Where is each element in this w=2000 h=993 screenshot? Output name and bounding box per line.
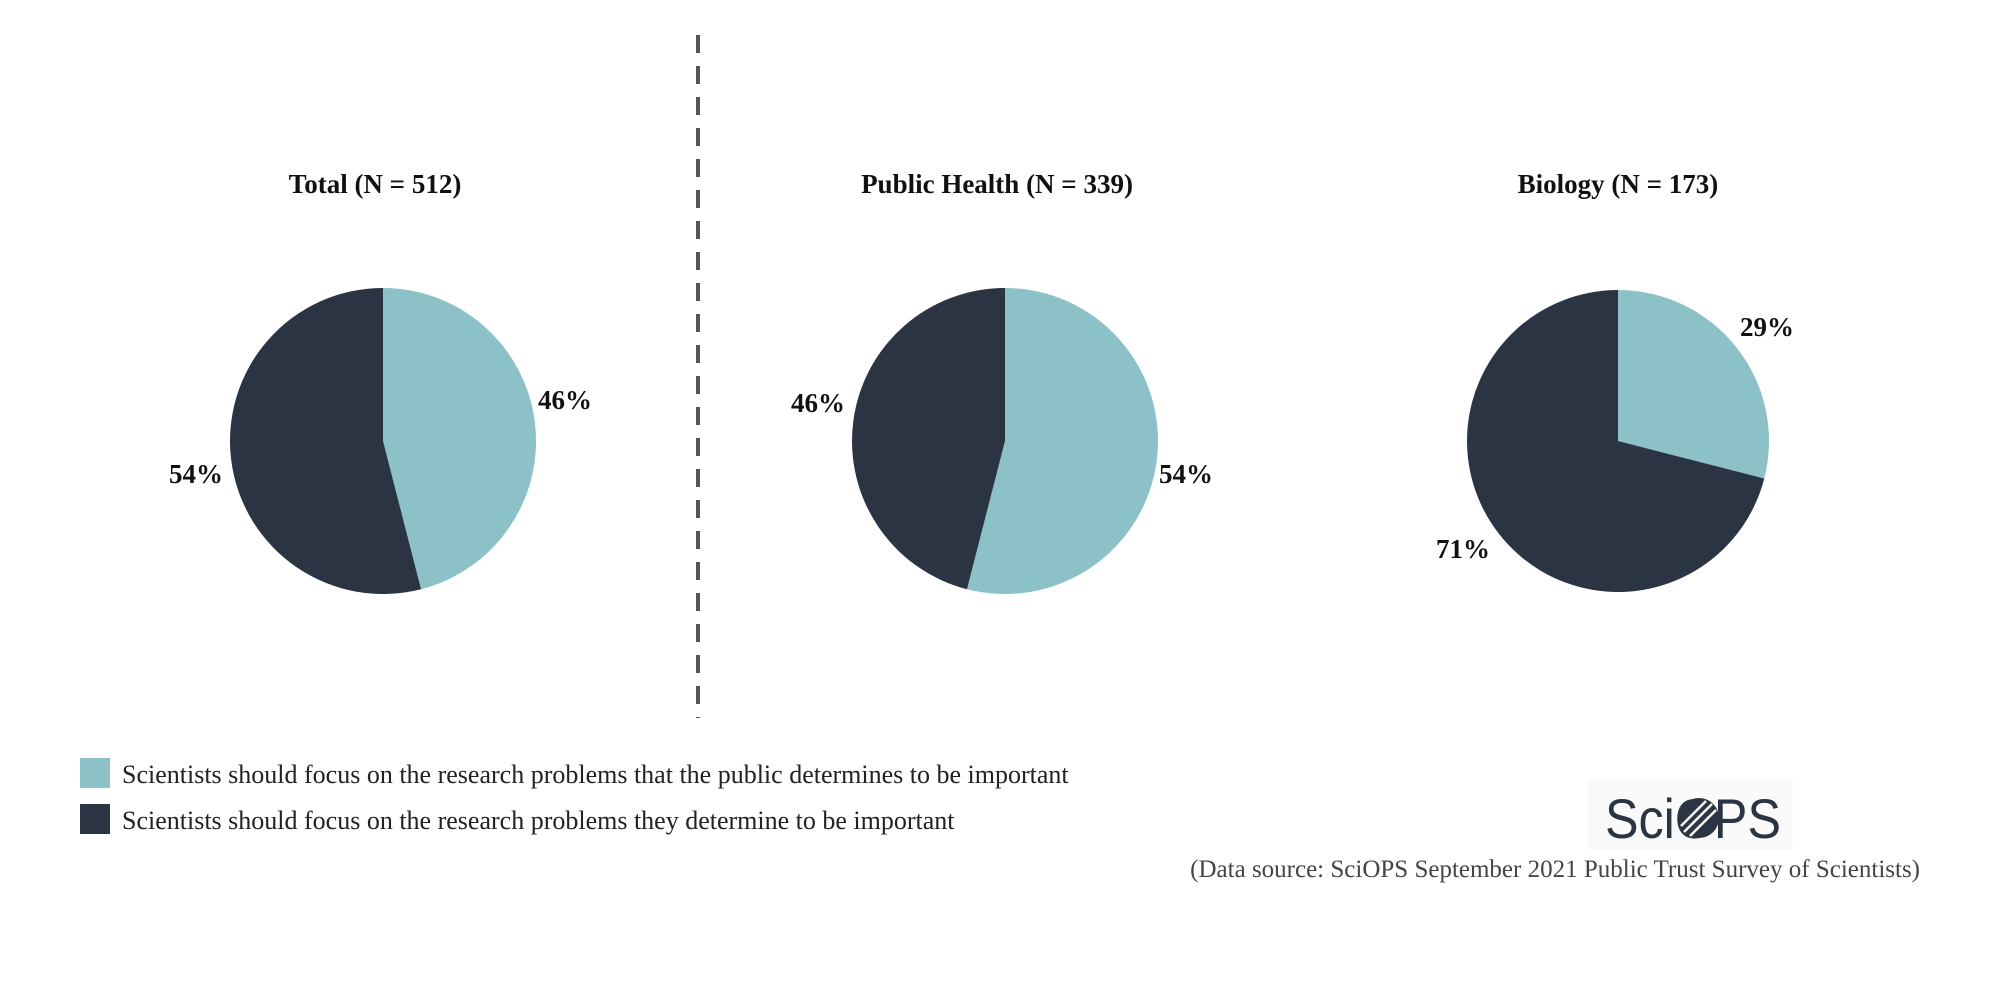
slice-label-total-scientists: 54% [169,459,223,489]
pie-slice-total-scientists [230,288,422,594]
hatched-globe-icon [1679,798,1719,838]
pie-slice-biology-scientists [1467,290,1765,592]
slice-label-biology-public: 29% [1740,312,1794,342]
pie-slice-public-health-public [966,288,1158,594]
legend-label-scientists: Scientists should focus on the research … [122,806,955,835]
legend-label-public: Scientists should focus on the research … [122,760,1069,789]
legend-swatch-scientists [80,804,110,834]
pie-slice-public-health-scientists [852,288,1005,590]
pie-total [230,288,537,594]
pie-biology [1467,290,1770,592]
slice-label-public-health-scientists: 46% [791,388,845,418]
pie-slice-biology-public [1618,290,1770,479]
pie-slice-total-public [383,288,537,590]
pie-title-public-health: Public Health (N = 339) [861,169,1133,199]
slice-label-public-health-public: 54% [1159,459,1213,489]
data-source-note: (Data source: SciOPS September 2021 Publ… [1190,856,1920,883]
sciops-logo: SciOPS [1588,780,1793,850]
pie-title-total: Total (N = 512) [289,169,462,199]
pie-title-biology: Biology (N = 173) [1518,169,1719,199]
slice-label-total-public: 46% [538,385,592,415]
legend-swatch-public [80,758,110,788]
slice-label-biology-scientists: 71% [1436,534,1490,564]
pie-public-health [852,288,1158,594]
